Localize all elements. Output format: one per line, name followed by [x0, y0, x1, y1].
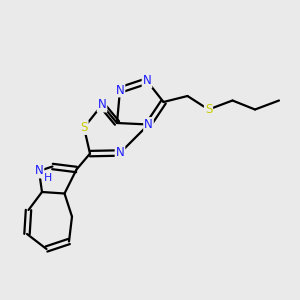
Text: N: N: [144, 118, 153, 131]
Text: N: N: [34, 164, 43, 178]
Text: N: N: [142, 74, 152, 88]
Text: H: H: [44, 172, 52, 183]
Text: N: N: [116, 146, 124, 160]
Text: S: S: [205, 103, 212, 116]
Text: S: S: [80, 121, 88, 134]
Text: N: N: [98, 98, 106, 112]
Text: N: N: [116, 83, 124, 97]
